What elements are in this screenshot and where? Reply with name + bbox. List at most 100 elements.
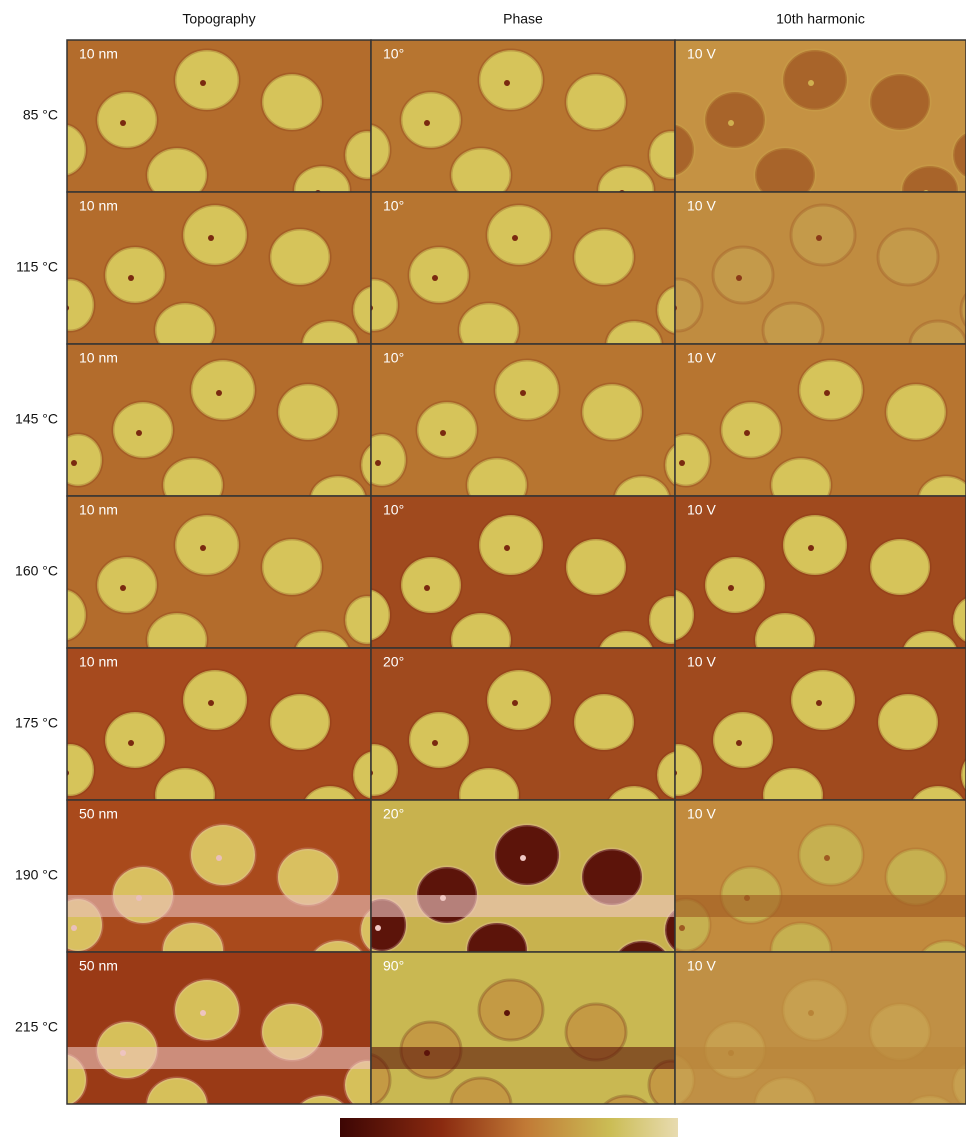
scale-label: 10 V	[687, 502, 716, 518]
domain	[175, 50, 239, 110]
column-header: 10th harmonic	[776, 11, 865, 27]
domain	[97, 557, 157, 613]
defect	[63, 770, 69, 776]
domain	[495, 360, 559, 420]
afm-image	[342, 952, 693, 1137]
defect	[744, 430, 750, 436]
domain	[479, 515, 543, 575]
defect	[923, 1120, 929, 1126]
scale-label: 10 nm	[79, 350, 118, 366]
defect	[315, 1120, 321, 1126]
band	[675, 1047, 966, 1069]
defect	[736, 740, 742, 746]
domain	[183, 670, 247, 730]
scale-label: 10 V	[687, 350, 716, 366]
scale-label: 10 V	[687, 198, 716, 214]
afm-image	[46, 192, 397, 369]
domain	[97, 92, 157, 148]
domain	[783, 980, 847, 1040]
defect	[208, 700, 214, 706]
defect	[71, 925, 77, 931]
afm-image	[646, 952, 966, 1137]
scale-label: 20°	[383, 806, 404, 822]
defect	[504, 1010, 510, 1016]
band	[371, 1047, 675, 1069]
domain	[487, 670, 551, 730]
scale-label: 50 nm	[79, 958, 118, 974]
defect	[200, 80, 206, 86]
domain	[566, 539, 626, 595]
domain	[105, 712, 165, 768]
domain	[791, 670, 855, 730]
domain	[870, 539, 930, 595]
row-label: 215 °C	[15, 1019, 58, 1035]
scale-label: 10 V	[687, 958, 716, 974]
afm-image	[350, 192, 701, 369]
defect	[55, 150, 61, 156]
row-label: 160 °C	[15, 563, 58, 579]
defect	[63, 305, 69, 311]
domain	[886, 384, 946, 440]
domain	[38, 124, 86, 176]
afm-image	[654, 192, 966, 369]
scale-label: 10 nm	[79, 46, 118, 62]
defect	[728, 585, 734, 591]
row-label: 145 °C	[15, 411, 58, 427]
domain	[705, 557, 765, 613]
scale-label: 10 V	[687, 46, 716, 62]
band	[371, 895, 675, 917]
page: {"columns": ["Topography", "Phase", "10t…	[0, 0, 966, 1142]
column-header: Phase	[503, 11, 543, 27]
defect	[424, 585, 430, 591]
domain	[191, 360, 255, 420]
afm-image	[38, 952, 389, 1137]
defect	[808, 545, 814, 551]
band	[67, 895, 371, 917]
domain	[495, 825, 559, 885]
scale-label: 10°	[383, 198, 404, 214]
afm-image	[38, 40, 389, 214]
defect	[71, 460, 77, 466]
defect	[504, 80, 510, 86]
domain	[105, 247, 165, 303]
defect	[520, 390, 526, 396]
defect	[375, 460, 381, 466]
domain	[183, 205, 247, 265]
defect	[679, 925, 685, 931]
defect	[375, 925, 381, 931]
domain	[113, 402, 173, 458]
domain	[191, 825, 255, 885]
domain	[147, 1078, 207, 1132]
scale-label: 10°	[383, 502, 404, 518]
domain	[46, 744, 94, 796]
domain	[799, 825, 863, 885]
defect	[512, 235, 518, 241]
defect	[216, 390, 222, 396]
afm-image	[646, 40, 966, 214]
defect	[200, 545, 206, 551]
domain	[278, 384, 338, 440]
domain	[401, 92, 461, 148]
defect	[816, 700, 822, 706]
scale-label: 90°	[383, 958, 404, 974]
defect	[208, 235, 214, 241]
domain	[54, 434, 102, 486]
domain	[38, 589, 86, 641]
domain	[870, 74, 930, 130]
defect	[216, 855, 222, 861]
defect	[120, 120, 126, 126]
domain	[479, 50, 543, 110]
domain	[566, 74, 626, 130]
defect	[504, 545, 510, 551]
defect	[424, 120, 430, 126]
domain	[270, 694, 330, 750]
domain	[479, 980, 543, 1040]
scale-label: 10 V	[687, 806, 716, 822]
row-label: 175 °C	[15, 715, 58, 731]
defect	[816, 235, 822, 241]
domain	[878, 694, 938, 750]
afm-image	[342, 40, 693, 214]
defect	[520, 855, 526, 861]
defect	[120, 585, 126, 591]
defect	[736, 275, 742, 281]
